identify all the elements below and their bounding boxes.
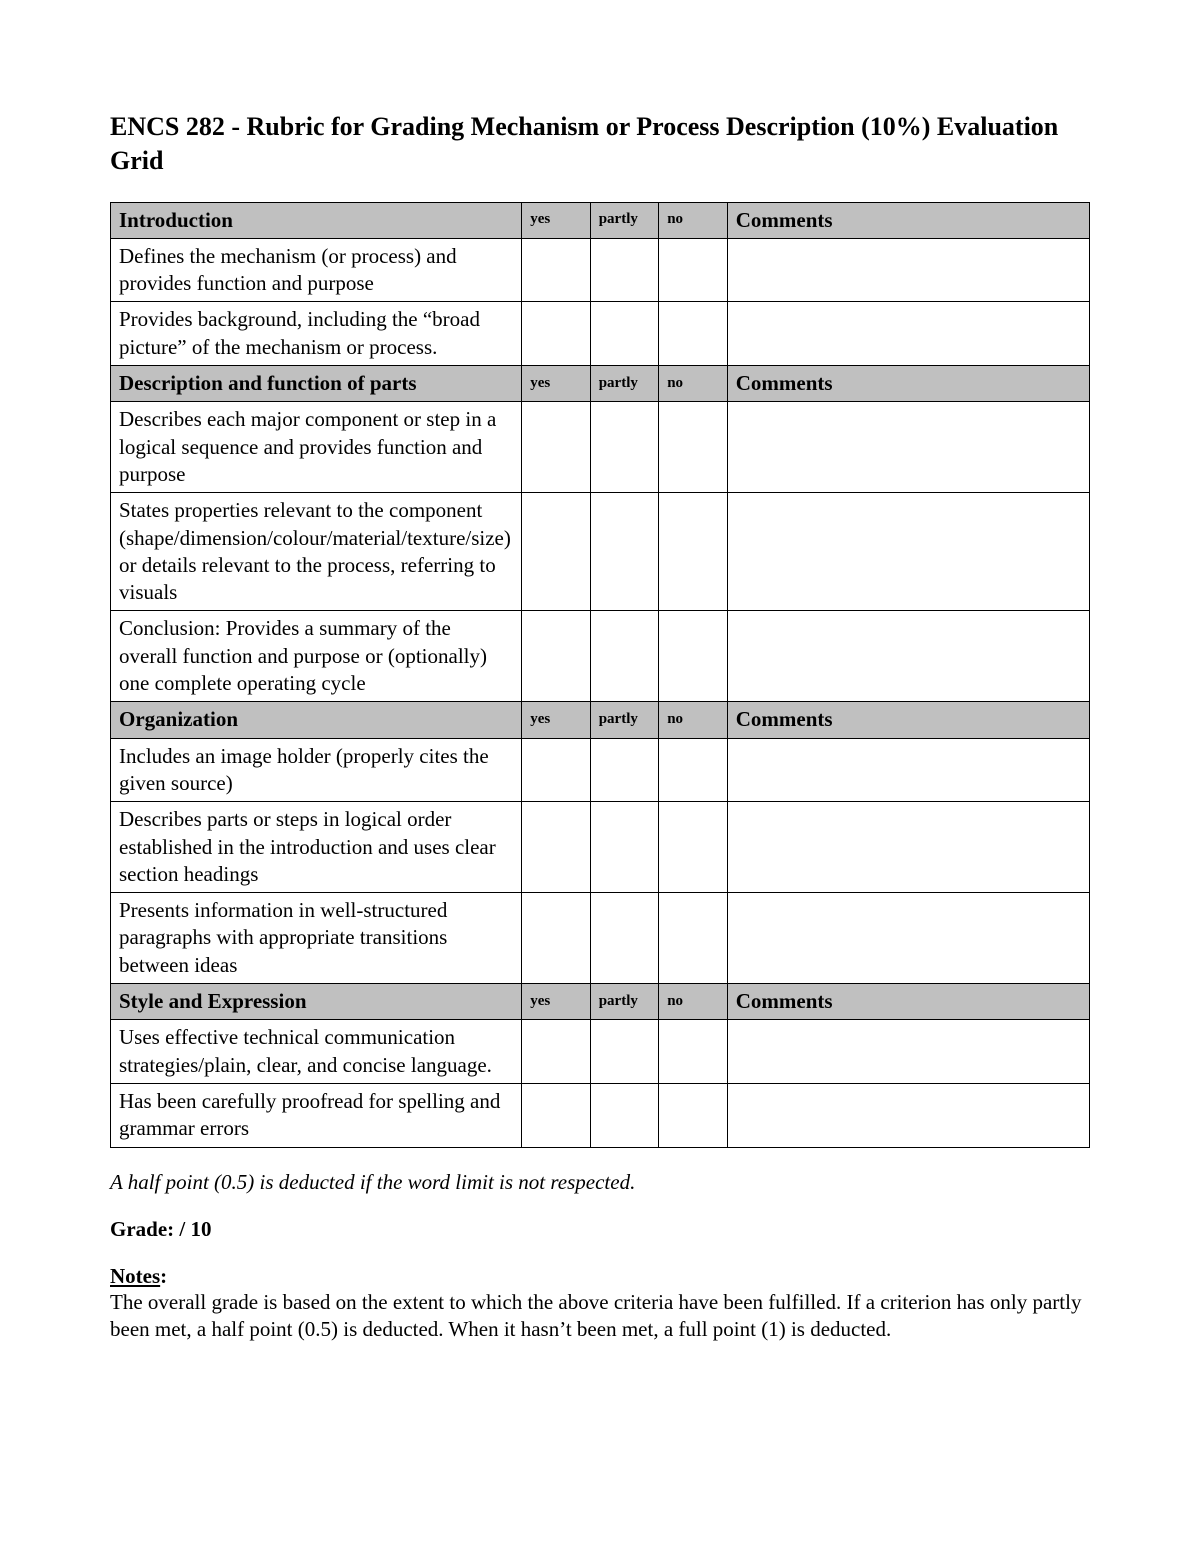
section-header-row: Style and ExpressionyespartlynoComments (111, 984, 1090, 1020)
section-header-label: Description and function of parts (111, 366, 522, 402)
criterion-cell (522, 893, 591, 984)
criterion-text: Presents information in well-structured … (111, 893, 522, 984)
criterion-row: Has been carefully proofread for spellin… (111, 1083, 1090, 1147)
criterion-cell (659, 802, 728, 893)
criterion-cell (659, 238, 728, 302)
criterion-row: States properties relevant to the compon… (111, 493, 1090, 611)
criterion-cell (522, 802, 591, 893)
column-header-comments: Comments (727, 984, 1089, 1020)
section-header-label: Organization (111, 702, 522, 738)
column-header-no: no (659, 366, 728, 402)
criterion-comments-cell (727, 238, 1089, 302)
criterion-text: Describes each major component or step i… (111, 402, 522, 493)
criterion-row: Includes an image holder (properly cites… (111, 738, 1090, 802)
criterion-row: Conclusion: Provides a summary of the ov… (111, 611, 1090, 702)
criterion-row: Provides background, including the “broa… (111, 302, 1090, 366)
criterion-row: Describes parts or steps in logical orde… (111, 802, 1090, 893)
criterion-comments-cell (727, 402, 1089, 493)
criterion-row: Defines the mechanism (or process) and p… (111, 238, 1090, 302)
criterion-text: Uses effective technical communication s… (111, 1020, 522, 1084)
criterion-cell (522, 738, 591, 802)
criterion-cell (590, 238, 659, 302)
criterion-text: States properties relevant to the compon… (111, 493, 522, 611)
criterion-cell (522, 1020, 591, 1084)
notes-heading: Notes: (110, 1264, 1090, 1289)
criterion-cell (522, 1083, 591, 1147)
column-header-partly: partly (590, 984, 659, 1020)
criterion-text: Includes an image holder (properly cites… (111, 738, 522, 802)
criterion-cell (522, 611, 591, 702)
criterion-cell (659, 302, 728, 366)
criterion-comments-cell (727, 1020, 1089, 1084)
criterion-cell (590, 1083, 659, 1147)
document-page: ENCS 282 - Rubric for Grading Mechanism … (0, 0, 1200, 1453)
column-header-no: no (659, 984, 728, 1020)
criterion-cell (659, 611, 728, 702)
notes-label: Notes (110, 1264, 160, 1288)
criterion-cell (590, 493, 659, 611)
section-header-label: Style and Expression (111, 984, 522, 1020)
criterion-comments-cell (727, 802, 1089, 893)
criterion-cell (522, 302, 591, 366)
criterion-row: Uses effective technical communication s… (111, 1020, 1090, 1084)
criterion-cell (590, 611, 659, 702)
criterion-comments-cell (727, 738, 1089, 802)
criterion-comments-cell (727, 493, 1089, 611)
section-header-row: IntroductionyespartlynoComments (111, 202, 1090, 238)
section-header-row: OrganizationyespartlynoComments (111, 702, 1090, 738)
criterion-cell (522, 402, 591, 493)
grade-label: Grade: / 10 (110, 1217, 1090, 1242)
criterion-text: Has been carefully proofread for spellin… (111, 1083, 522, 1147)
criterion-text: Conclusion: Provides a summary of the ov… (111, 611, 522, 702)
criterion-comments-cell (727, 302, 1089, 366)
criterion-cell (590, 802, 659, 893)
criterion-text: Provides background, including the “broa… (111, 302, 522, 366)
column-header-comments: Comments (727, 366, 1089, 402)
notes-body: The overall grade is based on the extent… (110, 1289, 1090, 1344)
criterion-comments-cell (727, 1083, 1089, 1147)
section-header-row: Description and function of partsyespart… (111, 366, 1090, 402)
criterion-cell (590, 738, 659, 802)
criterion-cell (659, 1020, 728, 1084)
criterion-cell (659, 893, 728, 984)
column-header-comments: Comments (727, 702, 1089, 738)
criterion-text: Describes parts or steps in logical orde… (111, 802, 522, 893)
criterion-cell (522, 493, 591, 611)
page-title: ENCS 282 - Rubric for Grading Mechanism … (110, 110, 1090, 178)
column-header-yes: yes (522, 702, 591, 738)
criterion-row: Describes each major component or step i… (111, 402, 1090, 493)
column-header-no: no (659, 702, 728, 738)
column-header-partly: partly (590, 202, 659, 238)
criterion-cell (590, 893, 659, 984)
column-header-yes: yes (522, 366, 591, 402)
criterion-cell (659, 1083, 728, 1147)
criterion-cell (590, 302, 659, 366)
column-header-partly: partly (590, 702, 659, 738)
criterion-comments-cell (727, 893, 1089, 984)
column-header-comments: Comments (727, 202, 1089, 238)
criterion-cell (659, 738, 728, 802)
rubric-tbody: IntroductionyespartlynoCommentsDefines t… (111, 202, 1090, 1147)
column-header-no: no (659, 202, 728, 238)
criterion-cell (590, 402, 659, 493)
criterion-text: Defines the mechanism (or process) and p… (111, 238, 522, 302)
criterion-cell (522, 238, 591, 302)
criterion-row: Presents information in well-structured … (111, 893, 1090, 984)
notes-colon: : (160, 1264, 167, 1288)
criterion-cell (590, 1020, 659, 1084)
column-header-yes: yes (522, 202, 591, 238)
section-header-label: Introduction (111, 202, 522, 238)
column-header-partly: partly (590, 366, 659, 402)
criterion-cell (659, 402, 728, 493)
column-header-yes: yes (522, 984, 591, 1020)
criterion-cell (659, 493, 728, 611)
deduction-note: A half point (0.5) is deducted if the wo… (110, 1170, 1090, 1195)
criterion-comments-cell (727, 611, 1089, 702)
rubric-table: IntroductionyespartlynoCommentsDefines t… (110, 202, 1090, 1148)
